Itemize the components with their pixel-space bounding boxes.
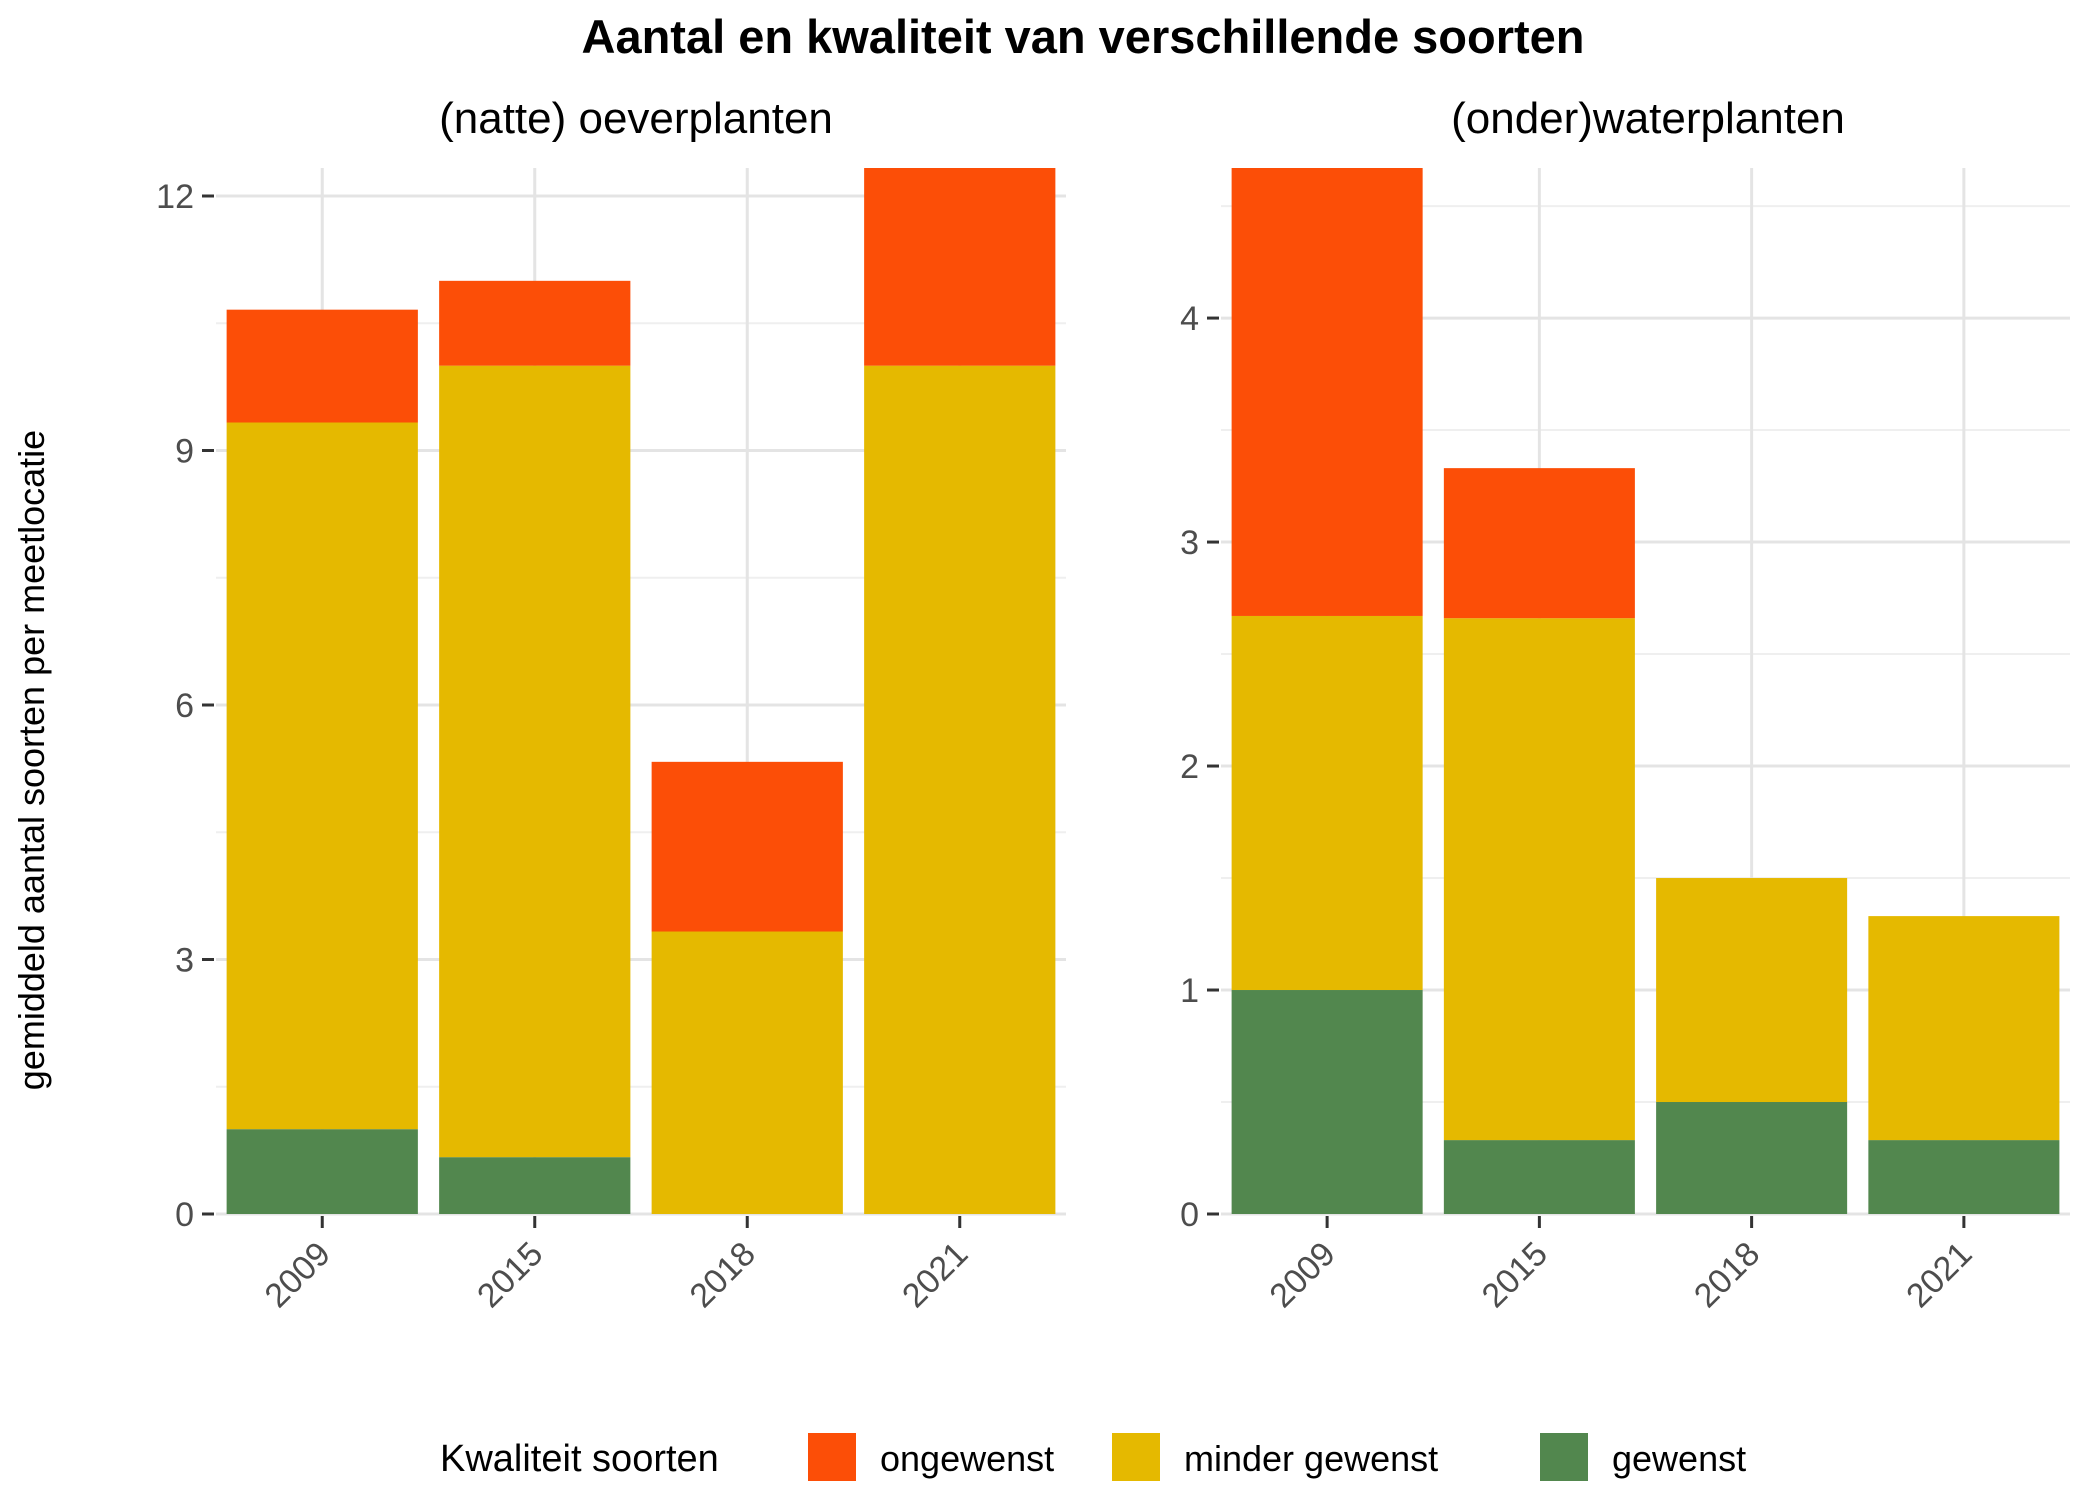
bar-gewenst-2015	[1443, 1140, 1635, 1214]
bar-minder-gewenst-2009	[226, 422, 418, 1130]
y-tick-label: 0	[175, 1196, 194, 1234]
x-tick-label: 2015	[470, 1235, 550, 1315]
legend-swatch-ongewenst	[808, 1433, 856, 1481]
y-tick-label: 1	[1180, 972, 1199, 1010]
y-tick-label: 9	[175, 432, 194, 470]
x-tick-label: 2018	[683, 1235, 763, 1315]
chart-title: Aantal en kwaliteit van verschillende so…	[582, 10, 1585, 63]
y-tick-label: 0	[1180, 1196, 1199, 1234]
bar-minder-gewenst-2018	[651, 931, 843, 1214]
legend-title: Kwaliteit soorten	[440, 1438, 719, 1480]
bar-ongewenst-2015	[439, 280, 631, 366]
x-tick-label: 2015	[1475, 1235, 1555, 1315]
bar-minder-gewenst-2009	[1231, 615, 1423, 991]
y-axis-label: gemiddeld aantal soorten per meetlocatie	[11, 430, 52, 1090]
legend-label: ongewenst	[880, 1438, 1054, 1479]
y-tick-label: 2	[1180, 748, 1199, 786]
panel-title: (natte) oeverplanten	[439, 94, 833, 143]
bar-gewenst-2009	[226, 1129, 418, 1214]
legend-swatch-minder-gewenst	[1112, 1433, 1160, 1481]
bar-minder-gewenst-2015	[1443, 618, 1635, 1141]
bar-gewenst-2015	[439, 1157, 631, 1214]
bar-minder-gewenst-2018	[1656, 878, 1848, 1103]
legend-label: minder gewenst	[1184, 1438, 1438, 1479]
y-tick-label: 3	[175, 941, 194, 979]
legend-label: gewenst	[1612, 1438, 1746, 1479]
y-tick-label: 4	[1180, 300, 1199, 338]
x-tick-label: 2021	[1899, 1235, 1979, 1315]
y-tick-label: 6	[175, 687, 194, 725]
legend: Kwaliteit soorten ongewenst minder gewenst…	[440, 1433, 1746, 1481]
bar-minder-gewenst-2015	[439, 365, 631, 1158]
bar-ongewenst-2018	[651, 761, 843, 932]
bar-gewenst-2021	[1868, 1140, 2060, 1214]
bar-ongewenst-2009	[226, 309, 418, 423]
y-tick-label: 12	[156, 178, 194, 216]
bar-gewenst-2018	[1656, 1102, 1848, 1214]
bar-ongewenst-2021	[864, 168, 1056, 366]
x-tick-label: 2009	[1262, 1235, 1342, 1315]
bar-minder-gewenst-2021	[1868, 916, 2060, 1141]
bar-ongewenst-2015	[1443, 468, 1635, 619]
y-tick-label: 3	[1180, 524, 1199, 562]
legend-swatch-gewenst	[1540, 1433, 1588, 1481]
bar-gewenst-2009	[1231, 990, 1423, 1214]
panel-1: (natte) oeverplanten 0 3 6 9 12 2009 2015 2018 20…	[156, 94, 1066, 1315]
x-tick-label: 2009	[258, 1235, 338, 1315]
panel-2: (onder)waterplanten 0 1 2 3 4 2009 2015 2018 2021	[1180, 94, 2070, 1315]
bar-ongewenst-2009	[1231, 168, 1423, 616]
x-tick-label: 2021	[895, 1235, 975, 1315]
panel-title: (onder)waterplanten	[1451, 94, 1845, 143]
x-tick-label: 2018	[1687, 1235, 1767, 1315]
bar-minder-gewenst-2021	[864, 365, 1056, 1214]
